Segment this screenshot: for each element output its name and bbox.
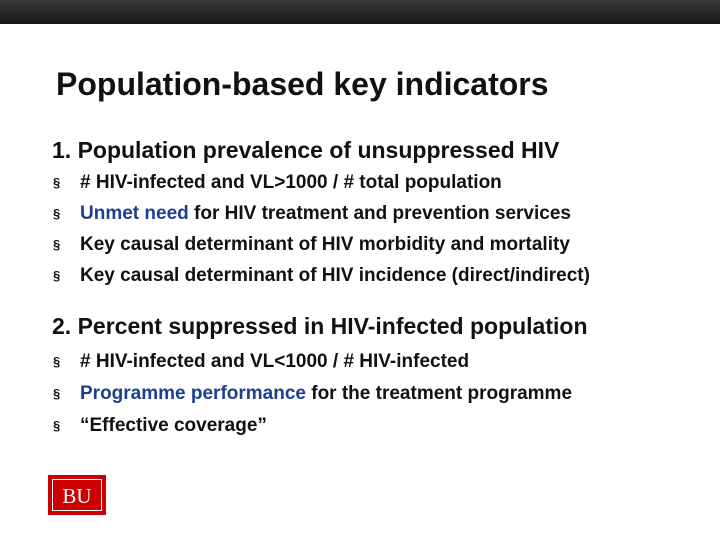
section-1-heading: 1. Population prevalence of unsuppressed…: [52, 137, 560, 163]
bullet-item: § Programme performance for the treatmen…: [52, 381, 712, 413]
bullet-text: for HIV treatment and prevention service…: [188, 203, 571, 224]
top-bar: [0, 0, 720, 24]
logo-text: BU: [52, 479, 102, 511]
bullet-text: for the treatment programme: [305, 383, 573, 404]
bullet-text: Key causal determinant of HIV incidence …: [80, 265, 590, 286]
bullet-text: # HIV-infected and VL>1000 / # total pop…: [80, 172, 502, 193]
bullet-item: § Key causal determinant of HIV morbidit…: [52, 232, 712, 263]
bullet-marker: §: [53, 268, 61, 283]
section-2-heading: 2. Percent suppressed in HIV-infected po…: [52, 313, 588, 339]
bullet-marker: §: [53, 175, 61, 190]
bullet-item: § “Effective coverage”: [52, 413, 712, 445]
bullet-item: § # HIV-infected and VL>1000 / # total p…: [52, 170, 712, 201]
bullet-marker: §: [53, 237, 61, 252]
highlight-text: Programme performance: [80, 383, 306, 404]
section-2-bullets: § # HIV-infected and VL<1000 / # HIV-inf…: [52, 349, 712, 445]
bullet-item: § # HIV-infected and VL<1000 / # HIV-inf…: [52, 349, 712, 381]
highlight-text: Unmet need: [80, 203, 189, 224]
slide-title: Population-based key indicators: [56, 66, 549, 102]
section-1-bullets: § # HIV-infected and VL>1000 / # total p…: [52, 170, 712, 294]
bullet-text: Key causal determinant of HIV morbidity …: [80, 234, 570, 255]
bullet-item: § Unmet need for HIV treatment and preve…: [52, 201, 712, 232]
bullet-text: # HIV-infected and VL<1000 / # HIV-infec…: [80, 351, 470, 372]
bullet-marker: §: [53, 206, 61, 221]
bullet-marker: §: [53, 354, 61, 369]
bullet-marker: §: [53, 386, 61, 401]
bullet-text: “Effective coverage”: [80, 415, 267, 436]
bu-logo: BU: [48, 475, 106, 515]
bullet-item: § Key causal determinant of HIV incidenc…: [52, 263, 712, 294]
bullet-marker: §: [53, 418, 61, 433]
